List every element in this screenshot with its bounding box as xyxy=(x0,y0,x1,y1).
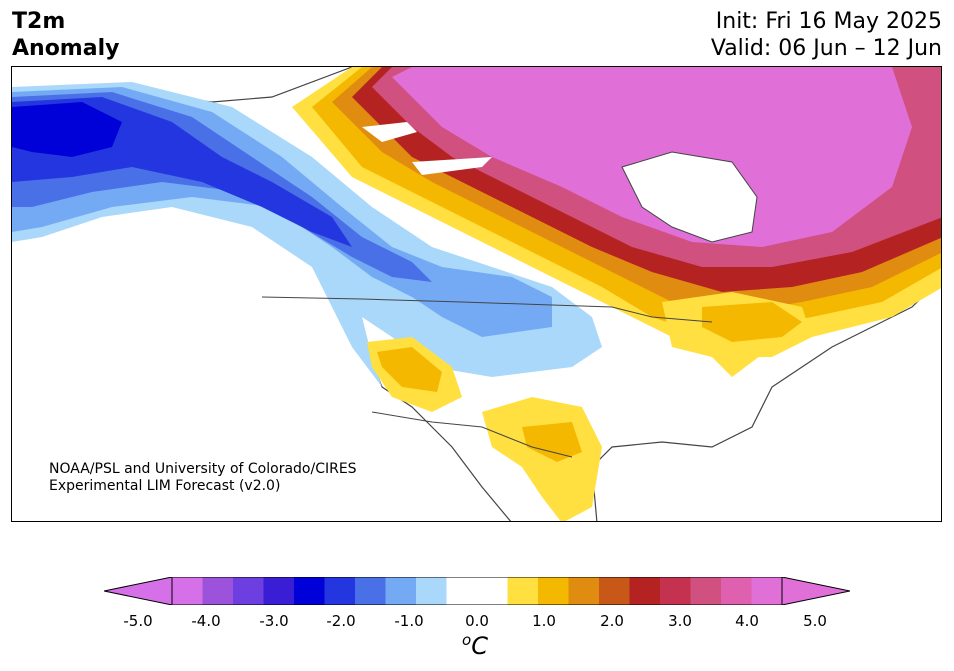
colorbar-tick: 3.0 xyxy=(668,612,692,630)
colorbar-tick: -2.0 xyxy=(326,612,356,630)
colorbar-cell xyxy=(507,577,539,605)
colorbar-tick: -1.0 xyxy=(394,612,424,630)
forecast-dates: Init: Fri 16 May 2025 Valid: 06 Jun – 12… xyxy=(711,8,942,62)
colorbar-cell xyxy=(294,577,325,605)
colorbar-unit: oC xyxy=(462,631,488,660)
colorbar-cell xyxy=(477,577,508,605)
colorbar-cell xyxy=(416,577,447,605)
valid-range: Valid: 06 Jun – 12 Jun xyxy=(710,36,942,61)
colorbar-tick: -5.0 xyxy=(123,612,153,630)
forecast-credit: NOAA/PSL and University of Colorado/CIRE… xyxy=(49,461,357,495)
colorbar-cell xyxy=(690,577,722,605)
colorbar-cell xyxy=(324,577,356,605)
colorbar-cell xyxy=(538,577,569,605)
title-line-2: Anomaly xyxy=(12,36,120,61)
colorbar-cell xyxy=(202,577,234,605)
credit-line-1: NOAA/PSL and University of Colorado/CIRE… xyxy=(49,461,357,477)
anomaly-map xyxy=(11,66,942,522)
great-bear-lake xyxy=(362,122,417,142)
colorbar-cells xyxy=(172,577,783,605)
warm-zone-southwest xyxy=(377,347,442,392)
colorbar-cell xyxy=(172,577,203,605)
warm-zone-east xyxy=(702,302,802,342)
cold-deep-zone xyxy=(12,102,122,157)
colorbar-cell xyxy=(721,577,752,605)
unit-letter: C xyxy=(471,632,488,660)
hudson-bay xyxy=(621,151,758,243)
colorbar-cell xyxy=(751,577,783,605)
colorbar-tick: 2.0 xyxy=(600,612,624,630)
degree-sign: o xyxy=(462,631,472,649)
title-line-1: T2m xyxy=(12,9,66,34)
colorbar-tick: 1.0 xyxy=(532,612,556,630)
colorbar-cell xyxy=(660,577,691,605)
colorbar xyxy=(104,577,850,605)
colorbar-cell xyxy=(629,577,661,605)
credit-line-2: Experimental LIM Forecast (v2.0) xyxy=(49,478,281,494)
colorbar-tick: -4.0 xyxy=(191,612,221,630)
warm-zone-south xyxy=(522,422,582,462)
us-mexico-border xyxy=(371,411,573,458)
colorbar-tick: -3.0 xyxy=(259,612,289,630)
colorbar-tick: 0.0 xyxy=(465,612,489,630)
colorbar-cell xyxy=(355,577,386,605)
colorbar-over-extension xyxy=(781,577,850,605)
colorbar-tick-labels: -5.0 -4.0 -3.0 -2.0 -1.0 0.0 1.0 2.0 3.0… xyxy=(0,612,954,632)
us-canada-border xyxy=(261,296,713,323)
colorbar-cell xyxy=(263,577,295,605)
colorbar-cell xyxy=(446,577,478,605)
colorbar-cell xyxy=(233,577,264,605)
map-title: T2m Anomaly xyxy=(12,8,119,62)
colorbar-under-extension xyxy=(104,577,173,605)
colorbar-cell xyxy=(568,577,600,605)
init-date: Init: Fri 16 May 2025 xyxy=(715,9,942,34)
map-canvas xyxy=(12,67,941,521)
colorbar-cell xyxy=(385,577,417,605)
colorbar-cell xyxy=(599,577,630,605)
hot-magenta-zone xyxy=(392,67,912,247)
colorbar-tick: 5.0 xyxy=(803,612,827,630)
colorbar-tick: 4.0 xyxy=(735,612,759,630)
great-slave-lake xyxy=(412,157,492,175)
